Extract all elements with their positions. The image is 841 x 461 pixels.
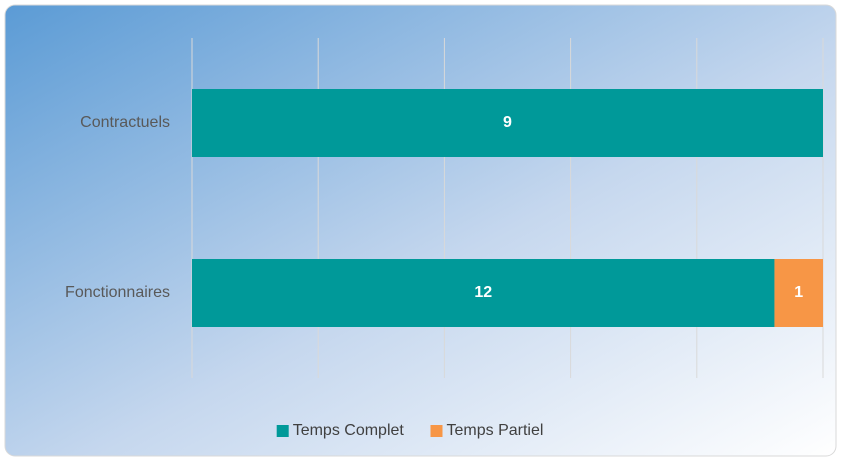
data-label: 12 xyxy=(474,284,492,301)
bar-segment xyxy=(774,259,823,327)
chart-background xyxy=(4,4,837,457)
legend-label: Temps Complet xyxy=(293,422,405,439)
data-label: 9 xyxy=(503,114,512,131)
legend-label: Temps Partiel xyxy=(447,422,544,439)
bar-segment xyxy=(192,259,775,327)
y-tick-label: Contractuels xyxy=(80,114,170,131)
data-label: 1 xyxy=(794,284,803,301)
legend-swatch xyxy=(430,425,443,437)
bar-segment xyxy=(192,89,823,157)
legend-swatch xyxy=(276,425,289,437)
y-tick-label: Fonctionnaires xyxy=(65,284,170,301)
